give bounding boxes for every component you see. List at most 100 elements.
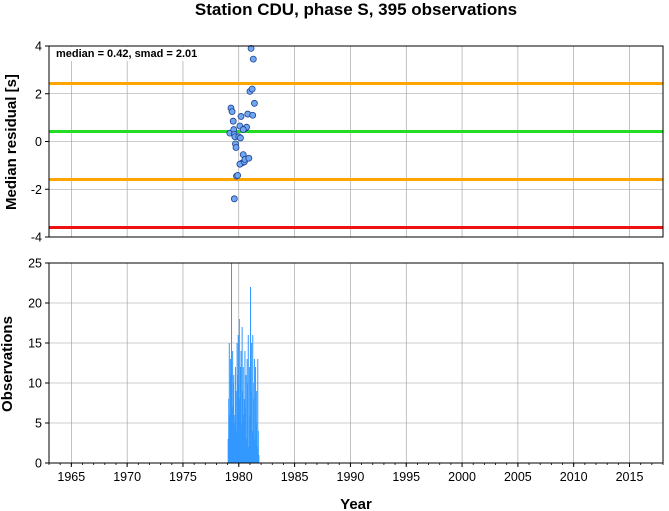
chart-title: Station CDU, phase S, 395 observations: [195, 0, 517, 19]
observation-bar: [256, 447, 258, 463]
observation-bar: [234, 423, 236, 463]
observation-bar: [248, 367, 250, 463]
observations-y-tick-label: 0: [35, 457, 42, 471]
observation-bar: [237, 335, 239, 463]
observation-bar: [253, 383, 255, 463]
residual-y-tick-label: 0: [35, 135, 42, 149]
observation-bar: [258, 455, 260, 463]
observation-bar: [231, 263, 233, 463]
observation-bar: [240, 351, 242, 463]
observations-y-tick-label: 25: [28, 257, 42, 271]
observation-bar: [233, 375, 235, 463]
observations-y-tick-label: 20: [28, 297, 42, 311]
observation-bar: [228, 399, 230, 463]
observation-bar: [234, 367, 236, 463]
residual-point: [230, 195, 238, 203]
observation-bar: [247, 335, 249, 463]
year-x-tick-label: 2010: [560, 470, 588, 484]
observation-bar: [229, 415, 231, 463]
residual-y-tick-label: -4: [31, 231, 42, 245]
observation-bar: [243, 399, 245, 463]
residual-point: [237, 113, 245, 120]
observation-bar: [236, 431, 238, 463]
observation-bar: [238, 319, 240, 463]
observations-panel: 0 5 10 15 20 25 1965 1970 1975 1980 1985 1990 1995 2…: [0, 257, 664, 511]
observation-bar: [247, 383, 249, 463]
year-x-tick-label: 1970: [113, 470, 141, 484]
observation-bar: [256, 391, 258, 463]
observation-bar: [252, 399, 254, 463]
year-x-tick-label: 1975: [169, 470, 197, 484]
residual-y-tick-label: -2: [31, 183, 42, 197]
observation-bar: [244, 407, 246, 463]
observation-bar: [250, 287, 252, 463]
observation-bar: [236, 343, 238, 463]
observation-bar: [245, 375, 247, 463]
residual-y-ticks: -4 -2 0 2 4: [31, 40, 49, 245]
year-x-tick-label: 1985: [281, 470, 309, 484]
observation-bar: [232, 383, 234, 463]
observation-bar: [249, 415, 251, 463]
residual-y-tick-label: 4: [35, 40, 42, 54]
observation-bar: [242, 391, 244, 463]
observation-bar: [252, 335, 254, 463]
observation-bar: [229, 359, 231, 463]
observation-bar: [246, 439, 248, 463]
observation-bar: [255, 423, 257, 463]
residual-point: [237, 134, 244, 142]
observation-bar: [251, 431, 253, 463]
observation-bar: [231, 407, 233, 463]
residual-point: [234, 172, 242, 179]
year-x-ticks: 1965 1970 1975 1980 1985 1990 1995 2000 2005 2010…: [48, 463, 664, 484]
observation-bar: [239, 399, 241, 463]
residual-point: [247, 44, 255, 52]
year-x-tick-label: 2005: [504, 470, 532, 484]
year-x-tick-label: 2015: [616, 470, 644, 484]
observations-y-tick-label: 5: [35, 417, 42, 431]
year-x-tick-label: 1980: [225, 470, 253, 484]
observation-bar: [239, 367, 241, 463]
annotation-background: [54, 47, 214, 61]
residual-point: [232, 144, 240, 151]
observation-bar: [232, 351, 234, 463]
observation-bar: [255, 367, 257, 463]
observation-bar: [250, 391, 252, 463]
residual-y-axis-label: Median residual [s]: [3, 74, 20, 210]
observations-frame: [48, 262, 664, 464]
residual-point: [239, 126, 247, 133]
observation-bar: [243, 415, 245, 463]
observation-bar: [241, 327, 243, 463]
year-x-axis-label: Year: [340, 496, 372, 511]
residual-grid: [49, 45, 663, 238]
observation-bar: [228, 343, 230, 463]
residual-point: [249, 111, 257, 119]
observations-y-tick-label: 15: [28, 337, 42, 351]
observation-bar: [257, 431, 259, 463]
residual-point: [251, 99, 258, 107]
year-x-tick-label: 2000: [448, 470, 476, 484]
residual-point: [248, 85, 256, 93]
observations-y-tick-label: 10: [28, 377, 42, 391]
residual-point: [245, 154, 253, 162]
observation-bar: [257, 359, 259, 463]
observations-y-axis-label: Observations: [0, 316, 16, 412]
residual-point: [228, 108, 236, 116]
observation-bar: [253, 359, 255, 463]
residual-reference-lines: [49, 81, 663, 229]
residual-points: [226, 44, 258, 203]
residual-y-tick-label: 2: [35, 87, 42, 101]
observation-bar: [251, 343, 253, 463]
observation-bar: [246, 359, 248, 463]
observations-y-ticks: 0 5 10 15 20 25: [28, 257, 49, 471]
observation-bar: [233, 415, 235, 463]
observation-bar: [238, 383, 240, 463]
observation-bar: [235, 391, 237, 463]
median-smad-annotation: median = 0.42, smad = 2.01: [56, 48, 197, 60]
residual-point: [229, 117, 237, 125]
observations-bars: [227, 263, 260, 463]
residual-point: [249, 55, 257, 63]
year-x-tick-label: 1965: [57, 470, 85, 484]
observation-bar: [227, 439, 229, 463]
observations-grid: [49, 262, 663, 464]
